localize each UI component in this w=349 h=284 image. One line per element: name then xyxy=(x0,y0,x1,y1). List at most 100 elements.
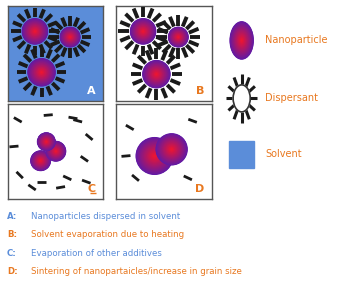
Circle shape xyxy=(231,24,252,57)
Circle shape xyxy=(33,63,50,81)
Circle shape xyxy=(30,60,53,84)
Circle shape xyxy=(31,151,51,171)
Circle shape xyxy=(171,30,186,44)
Circle shape xyxy=(240,38,243,43)
Circle shape xyxy=(45,141,66,162)
Circle shape xyxy=(177,36,179,38)
Circle shape xyxy=(48,144,64,159)
Circle shape xyxy=(134,22,153,41)
Circle shape xyxy=(152,153,157,159)
Circle shape xyxy=(50,145,62,157)
Circle shape xyxy=(232,26,251,55)
Circle shape xyxy=(33,153,49,168)
Circle shape xyxy=(137,25,149,37)
Circle shape xyxy=(38,68,46,76)
Circle shape xyxy=(154,71,159,77)
Circle shape xyxy=(130,18,156,44)
Circle shape xyxy=(146,147,163,165)
Circle shape xyxy=(31,62,52,82)
Circle shape xyxy=(148,150,161,162)
Circle shape xyxy=(234,29,249,52)
Circle shape xyxy=(141,143,168,169)
Circle shape xyxy=(239,36,245,45)
Circle shape xyxy=(132,20,154,43)
Circle shape xyxy=(22,19,47,44)
Circle shape xyxy=(62,29,78,45)
Circle shape xyxy=(177,36,179,38)
Circle shape xyxy=(153,71,159,77)
Circle shape xyxy=(144,146,165,166)
Circle shape xyxy=(64,31,76,43)
Circle shape xyxy=(42,137,51,146)
Circle shape xyxy=(65,32,76,43)
Circle shape xyxy=(43,138,50,145)
Circle shape xyxy=(234,28,249,53)
Circle shape xyxy=(171,148,173,150)
Circle shape xyxy=(152,70,161,78)
Circle shape xyxy=(44,139,49,144)
Circle shape xyxy=(60,27,81,47)
Circle shape xyxy=(156,134,187,164)
Text: B:: B: xyxy=(7,231,17,239)
Circle shape xyxy=(163,141,180,158)
Circle shape xyxy=(36,66,47,78)
Circle shape xyxy=(35,155,46,166)
Circle shape xyxy=(176,35,180,39)
Circle shape xyxy=(46,141,47,143)
Circle shape xyxy=(61,28,80,47)
Circle shape xyxy=(236,31,247,50)
Circle shape xyxy=(130,18,156,45)
Circle shape xyxy=(163,140,181,158)
Circle shape xyxy=(141,29,146,34)
Circle shape xyxy=(141,29,145,34)
Circle shape xyxy=(138,27,148,36)
Circle shape xyxy=(133,21,153,41)
Circle shape xyxy=(24,21,46,42)
Circle shape xyxy=(146,63,167,85)
Circle shape xyxy=(149,150,160,162)
Circle shape xyxy=(41,136,52,147)
Circle shape xyxy=(161,139,182,160)
Circle shape xyxy=(153,154,156,158)
Circle shape xyxy=(51,147,60,156)
Circle shape xyxy=(65,32,75,43)
Circle shape xyxy=(135,23,151,40)
Circle shape xyxy=(152,70,161,79)
Text: Solvent: Solvent xyxy=(265,149,302,159)
Text: Dispersant: Dispersant xyxy=(265,93,318,103)
Circle shape xyxy=(34,30,36,33)
Circle shape xyxy=(170,147,173,151)
Circle shape xyxy=(164,142,179,157)
Circle shape xyxy=(231,24,252,57)
Circle shape xyxy=(174,33,182,41)
Circle shape xyxy=(161,138,183,160)
Circle shape xyxy=(30,151,51,171)
Circle shape xyxy=(53,149,58,154)
Circle shape xyxy=(55,151,57,152)
Circle shape xyxy=(64,30,77,44)
Circle shape xyxy=(69,36,71,38)
Circle shape xyxy=(168,27,188,47)
Circle shape xyxy=(240,39,243,42)
Circle shape xyxy=(143,145,165,167)
Circle shape xyxy=(138,26,149,37)
Circle shape xyxy=(139,28,147,35)
Circle shape xyxy=(140,28,147,35)
Circle shape xyxy=(170,28,187,46)
Circle shape xyxy=(167,145,177,154)
Circle shape xyxy=(27,23,43,39)
Circle shape xyxy=(63,30,77,44)
Circle shape xyxy=(236,32,247,49)
Circle shape xyxy=(142,144,167,168)
Circle shape xyxy=(232,25,251,55)
Circle shape xyxy=(140,29,146,34)
Circle shape xyxy=(231,24,252,57)
Circle shape xyxy=(55,150,57,152)
Circle shape xyxy=(40,160,41,161)
Circle shape xyxy=(37,157,45,165)
Circle shape xyxy=(33,153,48,168)
Circle shape xyxy=(169,28,188,47)
Circle shape xyxy=(136,24,150,39)
Circle shape xyxy=(174,32,183,42)
Circle shape xyxy=(164,141,180,157)
